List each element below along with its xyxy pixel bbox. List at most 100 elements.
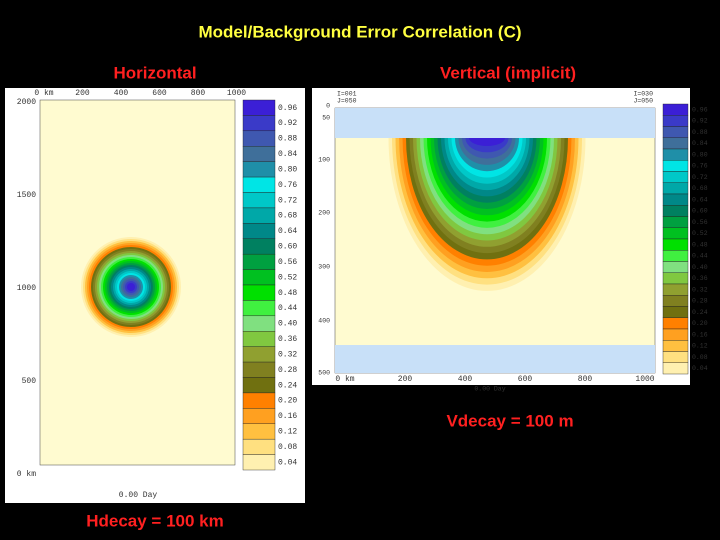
corner-label: I=030: [633, 91, 653, 98]
y-tick-label: 0: [326, 103, 330, 110]
colorbar-swatch: [242, 269, 276, 286]
colorbar-label: 0.92: [692, 118, 708, 125]
colorbar-label: 0.64: [692, 196, 708, 203]
right-contours: [388, 138, 586, 291]
x-tick-label: 600: [518, 375, 533, 384]
colorbar-swatch: [242, 192, 276, 209]
left-colorbar: 0.96 0.92 0.88 0.84 0.80 0.76 0.72 0.68 0.64 0.60…: [242, 99, 297, 471]
colorbar-swatch: [242, 161, 276, 178]
colorbar-swatch: [242, 253, 276, 270]
colorbar-label: 0.72: [692, 174, 708, 181]
colorbar-swatch: [242, 146, 276, 162]
colorbar-label: 0.80: [278, 165, 297, 174]
left-contours: [81, 237, 181, 337]
colorbar-label: 0.92: [278, 119, 297, 128]
colorbar-label: 0.80: [692, 151, 708, 158]
colorbar-swatch: [242, 176, 276, 193]
colorbar-label: 0.36: [278, 335, 297, 344]
colorbar-label: 0.24: [692, 309, 708, 316]
colorbar-swatch: [242, 99, 276, 116]
corner-label: J=050: [633, 98, 653, 105]
colorbar-swatch: [662, 148, 689, 161]
colorbar-swatch: [662, 115, 689, 127]
corner-label: I=001: [337, 91, 357, 98]
colorbar-swatch: [662, 103, 689, 116]
colorbar-swatch: [242, 207, 276, 224]
colorbar-label: 0.96: [278, 104, 297, 113]
corner-label: J=050: [337, 98, 357, 105]
colorbar-swatch: [242, 408, 276, 424]
y-tick-label: 200: [318, 210, 330, 217]
x-tick-label: 600: [152, 89, 167, 98]
colorbar-swatch: [662, 250, 689, 262]
y-tick-label: 1000: [17, 284, 36, 293]
colorbar-swatch: [242, 438, 276, 455]
colorbar-label: 0.52: [278, 273, 297, 282]
colorbar-label: 0.72: [278, 196, 297, 205]
footer: 0.00 Day: [474, 386, 505, 393]
colorbar-label: 0.16: [278, 412, 297, 421]
footer: 0.00 Day: [119, 491, 158, 500]
colorbar-swatch: [242, 115, 276, 132]
colorbar-label: 0.32: [692, 286, 708, 293]
colorbar-swatch: [662, 182, 689, 195]
y-tick-label: 2000: [17, 98, 36, 107]
colorbar-swatch: [242, 361, 276, 378]
colorbar-label: 0.88: [278, 135, 297, 144]
x-tick-label: 0 km: [335, 375, 354, 384]
colorbar-label: 0.28: [278, 366, 297, 375]
colorbar-swatch: [662, 351, 689, 363]
colorbar-label: 0.56: [692, 219, 708, 226]
colorbar-swatch: [662, 160, 689, 172]
colorbar-swatch: [662, 193, 689, 206]
colorbar-swatch: [242, 238, 276, 255]
colorbar-label: 0.44: [278, 304, 297, 313]
x-tick-label: 800: [578, 375, 593, 384]
colorbar-label: 0.56: [278, 258, 297, 267]
colorbar-swatch: [662, 137, 689, 150]
x-tick-label: 200: [75, 89, 90, 98]
right-caption: Vdecay = 100 m: [446, 411, 573, 430]
colorbar-label: 0.84: [692, 140, 708, 147]
x-tick-label: 200: [398, 375, 413, 384]
colorbar-label: 0.76: [692, 163, 708, 170]
y-tick-label: 100: [318, 157, 330, 164]
y-tick-label: 1500: [17, 191, 36, 200]
colorbar-swatch: [662, 227, 689, 240]
colorbar-swatch: [242, 454, 276, 471]
colorbar-swatch: [242, 346, 276, 363]
colorbar-swatch: [662, 283, 689, 296]
colorbar-label: 0.32: [278, 350, 297, 359]
y-tick-label: 500: [318, 370, 330, 377]
colorbar-label: 0.68: [278, 212, 297, 221]
colorbar-label: 0.40: [278, 320, 297, 329]
colorbar-swatch: [242, 130, 276, 147]
left-caption: Hdecay = 100 km: [86, 511, 224, 530]
contour-band: [469, 138, 505, 146]
colorbar-label: 0.52: [692, 230, 708, 237]
colorbar-label: 0.08: [692, 354, 708, 361]
contour-band: [127, 283, 135, 291]
colorbar-swatch: [242, 331, 276, 347]
colorbar-label: 0.44: [692, 253, 708, 260]
colorbar-swatch: [662, 272, 689, 285]
right-label: Vertical (implicit): [440, 63, 576, 82]
colorbar-swatch: [662, 205, 689, 217]
colorbar-label: 0.64: [278, 227, 297, 236]
colorbar-label: 0.60: [278, 243, 297, 252]
colorbar-swatch: [662, 317, 689, 330]
colorbar-swatch: [662, 238, 689, 251]
colorbar-swatch: [662, 306, 689, 318]
colorbar-label: 0.28: [692, 298, 708, 305]
bottom-band: [335, 345, 655, 373]
colorbar-label: 0.60: [692, 208, 708, 215]
colorbar-label: 0.04: [692, 365, 708, 372]
colorbar-label: 0.36: [692, 275, 708, 282]
colorbar-swatch: [662, 216, 689, 228]
colorbar-swatch: [242, 223, 276, 239]
colorbar-label: 0.48: [278, 289, 297, 298]
x-tick-label: 800: [191, 89, 206, 98]
x-tick-label: 0 km: [34, 89, 53, 98]
colorbar-swatch: [662, 328, 689, 341]
